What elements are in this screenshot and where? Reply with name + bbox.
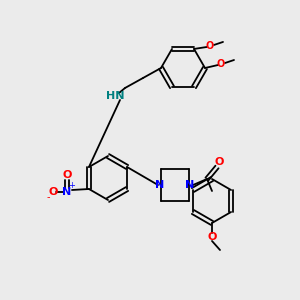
Text: N: N bbox=[155, 180, 165, 190]
Text: O: O bbox=[206, 41, 214, 51]
Text: O: O bbox=[48, 187, 58, 197]
Text: -: - bbox=[46, 192, 50, 202]
Text: O: O bbox=[214, 157, 224, 167]
Text: +: + bbox=[68, 182, 75, 190]
Text: O: O bbox=[217, 59, 225, 69]
Text: HN: HN bbox=[106, 91, 124, 101]
Text: N: N bbox=[62, 187, 72, 197]
Text: N: N bbox=[185, 180, 195, 190]
Text: O: O bbox=[207, 232, 217, 242]
Text: O: O bbox=[62, 170, 72, 180]
